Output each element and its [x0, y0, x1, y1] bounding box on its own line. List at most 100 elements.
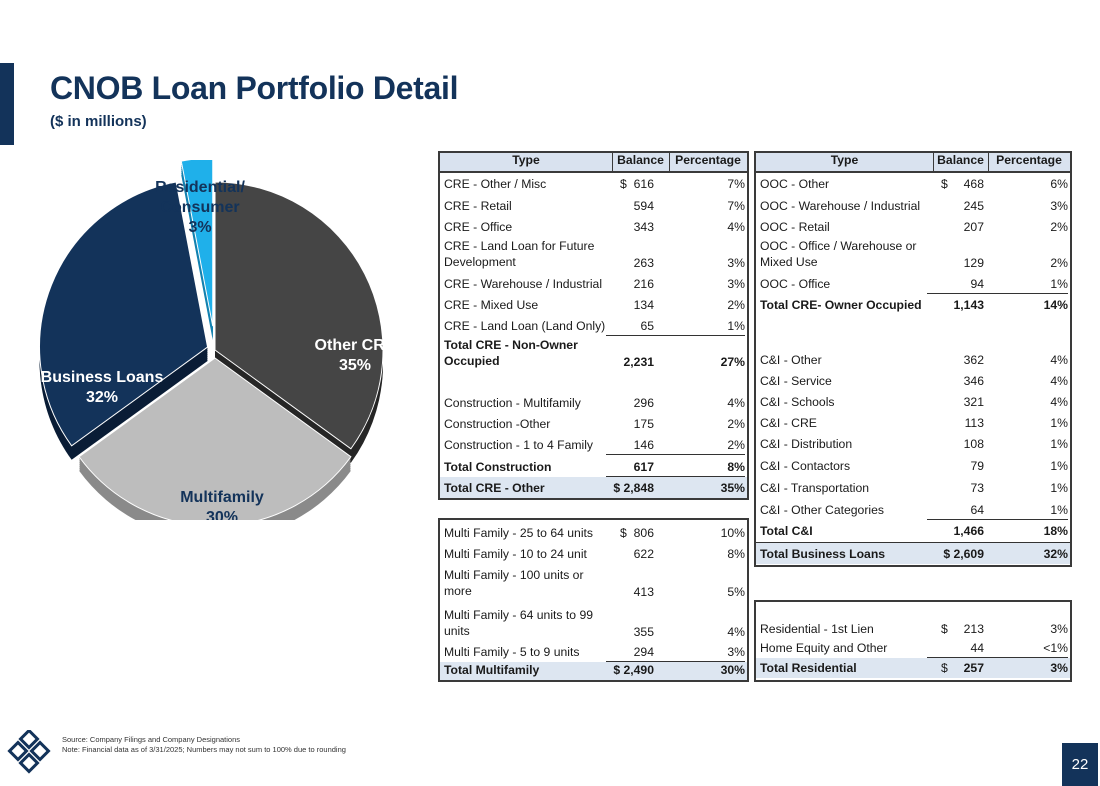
pie-slice-business-loans	[39, 181, 209, 447]
subtotal-rule	[927, 519, 1068, 520]
table-row: C&I - Distribution 108 1%	[756, 433, 1070, 454]
header-divider	[933, 153, 934, 171]
cell-type: Residential - 1st Lien	[760, 622, 874, 636]
table-row: CRE - Retail 594 7%	[440, 195, 747, 216]
cell-percentage: 2%	[727, 438, 745, 452]
cell-type-line2: Occupied	[444, 354, 500, 368]
cell-type: OOC - Retail	[760, 220, 830, 234]
cell-balance: 355	[633, 625, 654, 639]
cell-balance: 73	[970, 481, 984, 495]
cell-balance: 146	[633, 438, 654, 452]
cell-type: Multi Family - 10 to 24 unit	[444, 547, 587, 561]
cell-balance: 175	[633, 417, 654, 431]
cell-type-line2: Mixed Use	[760, 255, 818, 269]
cell-percentage: 2%	[1050, 220, 1068, 234]
cell-dollar: $	[620, 177, 627, 191]
cell-balance: 113	[964, 416, 984, 430]
cell-balance: 213	[963, 622, 984, 636]
cell-type: CRE - Retail	[444, 199, 512, 213]
table-row: Construction - 1 to 4 Family 146 2%	[440, 434, 747, 455]
cell-balance: 207	[963, 220, 984, 234]
cell-balance: 65	[640, 319, 654, 333]
cell-percentage: 2%	[727, 417, 745, 431]
cell-type-line2: Development	[444, 255, 516, 269]
cell-percentage: 1%	[1050, 437, 1068, 451]
cell-percentage: 7%	[727, 199, 745, 213]
cell-balance: 413	[633, 585, 654, 599]
table-row: Total Residential $257 3%	[756, 658, 1070, 678]
cell-percentage: 3%	[727, 256, 745, 270]
cell-percentage: 3%	[1050, 661, 1068, 675]
company-logo-icon	[7, 730, 51, 774]
cell-type: OOC - Warehouse / Industrial	[760, 199, 921, 213]
pie-label-residential-line: 3%	[188, 219, 211, 236]
table-row: OOC - Office / Warehouse or Mixed Use 129 2…	[756, 237, 1070, 273]
cell-type: Multi Family - 64 units to 99 units	[444, 607, 608, 639]
table-row: Multi Family - 64 units to 99 units 355 4%	[440, 602, 747, 642]
cell-balance: 94	[970, 277, 984, 291]
table-row: OOC - Other $468 6%	[756, 173, 1070, 194]
cell-percentage: 1%	[727, 319, 745, 333]
cell-type: C&I - Service	[760, 374, 832, 388]
cell-type: Total CRE- Owner Occupied	[760, 298, 922, 312]
cell-percentage: 8%	[727, 547, 745, 561]
cell-dollar: $	[620, 526, 627, 540]
cell-type: Total Residential	[760, 661, 857, 675]
cell-type-line2: more	[444, 584, 472, 598]
cell-percentage: 4%	[1050, 395, 1068, 409]
table-row: CRE - Other / Misc $616 7%	[440, 173, 747, 194]
cell-type: Total Multifamily	[444, 663, 540, 677]
cell-type: Total CRE - Other	[444, 481, 545, 495]
cell-type: C&I - Transportation	[760, 481, 870, 495]
cell-balance: 79	[970, 459, 984, 473]
subtotal-rule	[606, 454, 745, 455]
cre-table: Type Balance Percentage CRE - Other / Misc $…	[438, 151, 749, 500]
cell-type-line1: Total CRE - Non-Owner	[444, 338, 578, 352]
cell-type: C&I - CRE	[760, 416, 817, 430]
table-row: Multi Family - 25 to 64 units $806 10%	[440, 520, 747, 543]
cell-type: CRE - Warehouse / Industrial	[444, 277, 603, 291]
cell-type: Construction - 1 to 4 Family	[444, 438, 594, 452]
subtotal-rule	[606, 335, 745, 336]
table-row: Total Multifamily $ 2,490 30%	[440, 662, 747, 680]
cell-percentage: 3%	[1050, 622, 1068, 636]
table-row: C&I - Service 346 4%	[756, 370, 1070, 391]
table-row: C&I - CRE 113 1%	[756, 412, 1070, 433]
cell-type-line2: units	[444, 624, 470, 638]
footer-note: Source: Company Filings and Company Desi…	[62, 735, 346, 754]
cell-balance: 616	[633, 177, 654, 191]
cell-type: OOC - Other	[760, 177, 830, 191]
cell-percentage: 5%	[727, 585, 745, 599]
cell-type: Multi Family - 5 to 9 units	[444, 645, 580, 659]
table-row: C&I - Schools 321 4%	[756, 391, 1070, 412]
pie-label-residential-line: Residential/	[155, 179, 245, 196]
cell-percentage: 4%	[727, 220, 745, 234]
cell-type: Home Equity and Other	[760, 641, 888, 655]
cell-balance: 129	[963, 256, 984, 270]
table-row: C&I - Transportation 73 1%	[756, 477, 1070, 498]
cell-balance: 245	[963, 199, 984, 213]
table-row: Multi Family - 10 to 24 unit 622 8%	[440, 543, 747, 564]
page-subtitle: ($ in millions)	[50, 113, 147, 130]
loan-pie-chart: Other CRE 35% Multifamily 30% Business Loans…	[39, 160, 396, 520]
header-divider	[612, 153, 613, 171]
note-text: Note: Financial data as of 3/31/2025; Nu…	[62, 744, 346, 754]
table-row: Total CRE- Owner Occupied 1,143 14%	[756, 294, 1070, 315]
cell-percentage: 2%	[1050, 256, 1068, 270]
pie-label-residential-line: Consumer	[160, 199, 239, 216]
table-row: OOC - Warehouse / Industrial 245 3%	[756, 195, 1070, 216]
table-row: OOC - Office 94 1%	[756, 273, 1070, 294]
cell-balance: 296	[633, 396, 654, 410]
residential-table: Residential - 1st Lien $213 3% Home Equity …	[754, 600, 1072, 682]
cell-type: CRE - Mixed Use	[444, 298, 539, 312]
cell-balance: 346	[963, 374, 984, 388]
cell-percentage: 3%	[1050, 199, 1068, 213]
cell-balance: 64	[970, 503, 984, 517]
table-row: C&I - Other 362 4%	[756, 349, 1070, 370]
header-type: Type	[512, 153, 540, 167]
subtotal-rule	[927, 293, 1068, 294]
accent-bar	[0, 63, 14, 145]
cell-type: C&I - Schools	[760, 395, 835, 409]
cell-type: C&I - Other	[760, 353, 822, 367]
cell-balance: 1,466	[953, 524, 985, 538]
